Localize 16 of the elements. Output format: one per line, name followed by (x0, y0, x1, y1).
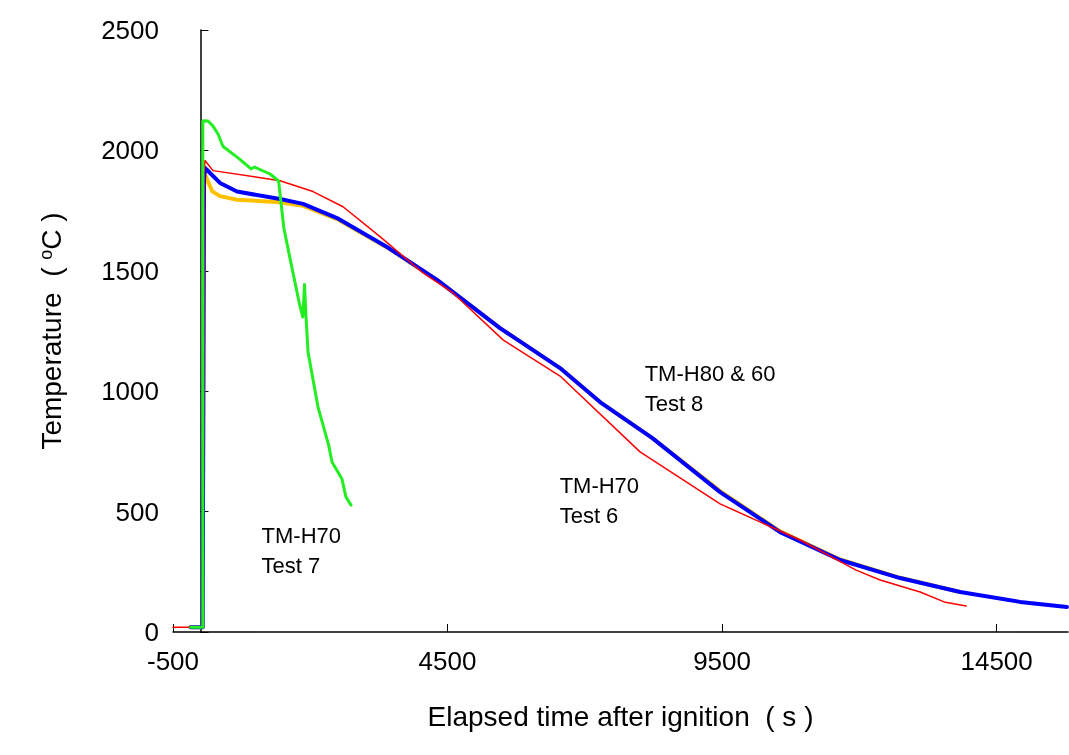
y-tick-label: 2000 (101, 135, 159, 166)
y-tick-label: 500 (115, 496, 159, 527)
y-tick-label: 1000 (101, 376, 159, 407)
x-tick-label: -500 (146, 646, 200, 676)
y-tick-label: 1500 (101, 255, 159, 286)
x-tick-label: 14500 (960, 646, 1033, 676)
x-tick-label: 4500 (418, 646, 477, 676)
y-tick-label: 2500 (101, 15, 159, 45)
annotation: TM-H70 Test 7 (261, 522, 342, 578)
x-axis-title: Elapsed time after ignition ( s ) (427, 700, 814, 732)
y-axis-title: Temperature ( oC ) (35, 212, 67, 450)
annotation: TM-H80 & 60 Test 8 (644, 360, 776, 416)
annotation: TM-H70 Test 6 (559, 472, 640, 528)
line-series (189, 119, 353, 629)
x-tick-label: 9500 (693, 646, 751, 676)
y-tick-label: 0 (144, 617, 159, 647)
